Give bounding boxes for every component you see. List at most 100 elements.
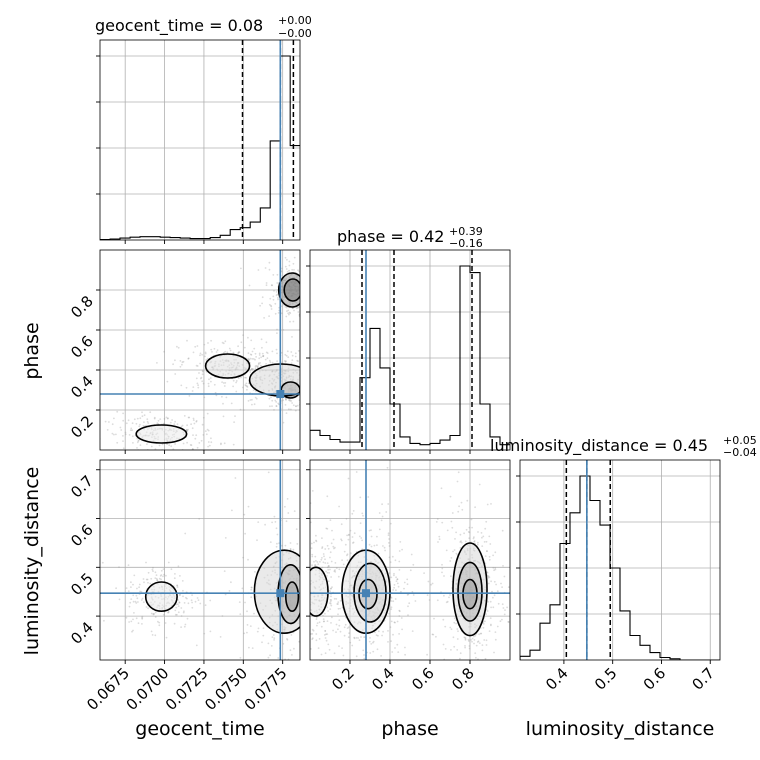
scatter-point — [264, 267, 267, 269]
scatter-point — [490, 606, 492, 609]
scatter-point — [265, 282, 268, 284]
scatter-point — [370, 545, 373, 548]
scatter-point — [172, 448, 175, 450]
scatter-point — [387, 641, 389, 643]
scatter-point — [194, 345, 197, 348]
scatter-point — [476, 641, 479, 643]
scatter-point — [301, 584, 303, 586]
scatter-point — [335, 598, 338, 600]
scatter-point — [191, 448, 194, 450]
scatter-point — [346, 708, 348, 710]
scatter-point — [191, 601, 194, 604]
scatter-point — [151, 634, 154, 636]
scatter-point — [216, 349, 219, 352]
scatter-point — [397, 651, 400, 653]
scatter-point — [355, 655, 358, 658]
scatter-point — [304, 391, 306, 393]
scatter-point — [264, 523, 266, 526]
scatter-point — [321, 566, 324, 569]
scatter-point — [271, 521, 273, 524]
scatter-point — [453, 621, 456, 624]
scatter-point — [474, 634, 477, 637]
scatter-point — [208, 444, 211, 447]
scatter-point — [167, 611, 169, 614]
scatter-point — [147, 607, 150, 610]
contours-phase-luminosity_distance — [310, 542, 488, 637]
scatter-point — [459, 533, 462, 536]
scatter-point — [324, 558, 326, 561]
scatter-point — [230, 581, 232, 584]
scatter-point — [132, 629, 134, 632]
scatter-point — [173, 622, 176, 625]
scatter-point — [247, 357, 250, 360]
scatter-point — [284, 353, 287, 356]
scatter-point — [394, 598, 397, 600]
scatter-point — [492, 606, 495, 609]
scatter-point — [322, 553, 325, 555]
scatter-point — [259, 364, 262, 367]
scatter-point — [335, 567, 338, 569]
density-level — [249, 364, 300, 396]
scatter-point — [122, 447, 125, 450]
scatter-point — [167, 417, 169, 420]
scatter-point — [186, 339, 188, 342]
scatter-point — [303, 311, 305, 313]
scatter-point — [294, 355, 297, 358]
scatter-point — [305, 597, 307, 599]
scatter-point — [308, 272, 310, 274]
scatter-point — [337, 628, 339, 631]
scatter-point — [130, 427, 133, 430]
scatter-point — [210, 339, 213, 342]
scatter-point — [304, 376, 306, 378]
scatter-point — [244, 384, 247, 386]
scatter-point — [329, 598, 332, 601]
scatter-point — [266, 352, 269, 354]
scatter-point — [219, 636, 222, 638]
scatter-point — [478, 642, 481, 644]
scatter-point — [326, 544, 329, 547]
scatter-point — [239, 613, 242, 615]
scatter-point — [194, 600, 197, 603]
scatter-point — [468, 647, 471, 650]
truth-lines — [100, 40, 588, 660]
scatter-point — [376, 648, 379, 651]
scatter-point — [340, 539, 343, 542]
scatter-point — [450, 520, 453, 523]
scatter-point — [334, 571, 337, 573]
scatter-point — [178, 601, 181, 604]
scatter-point — [407, 614, 409, 616]
scatter-point — [162, 613, 165, 616]
scatter-point — [269, 541, 272, 543]
scatter-point — [154, 448, 157, 450]
scatter-point — [256, 366, 259, 369]
scatter-point — [122, 435, 124, 437]
scatter-point — [312, 669, 314, 671]
scatter-point — [326, 495, 329, 498]
scatter-point — [154, 611, 157, 614]
scatter-point — [167, 561, 170, 564]
scatter-point — [491, 590, 493, 593]
scatter-point — [302, 643, 304, 645]
scatter-point — [210, 380, 212, 383]
scatter-point — [169, 421, 172, 424]
scatter-point — [306, 375, 308, 377]
scatter-point — [490, 580, 492, 583]
scatter-point — [490, 623, 492, 626]
scatter-point — [195, 364, 198, 367]
scatter-point — [150, 612, 153, 615]
scatter-point — [302, 574, 304, 576]
xtick-label-geocent_time-0: 0.0675 — [83, 664, 133, 714]
scatter-point — [143, 414, 146, 417]
scatter-point — [239, 656, 242, 659]
scatter-point — [326, 575, 328, 577]
scatter-point — [247, 336, 249, 339]
scatter-point — [270, 645, 273, 647]
scatter-point — [312, 629, 315, 632]
scatter-point — [215, 351, 218, 353]
scatter-point — [174, 359, 176, 362]
scatter-point — [495, 661, 497, 663]
contour-line — [135, 424, 188, 444]
scatter-point — [442, 618, 445, 621]
scatter-point — [303, 575, 305, 577]
